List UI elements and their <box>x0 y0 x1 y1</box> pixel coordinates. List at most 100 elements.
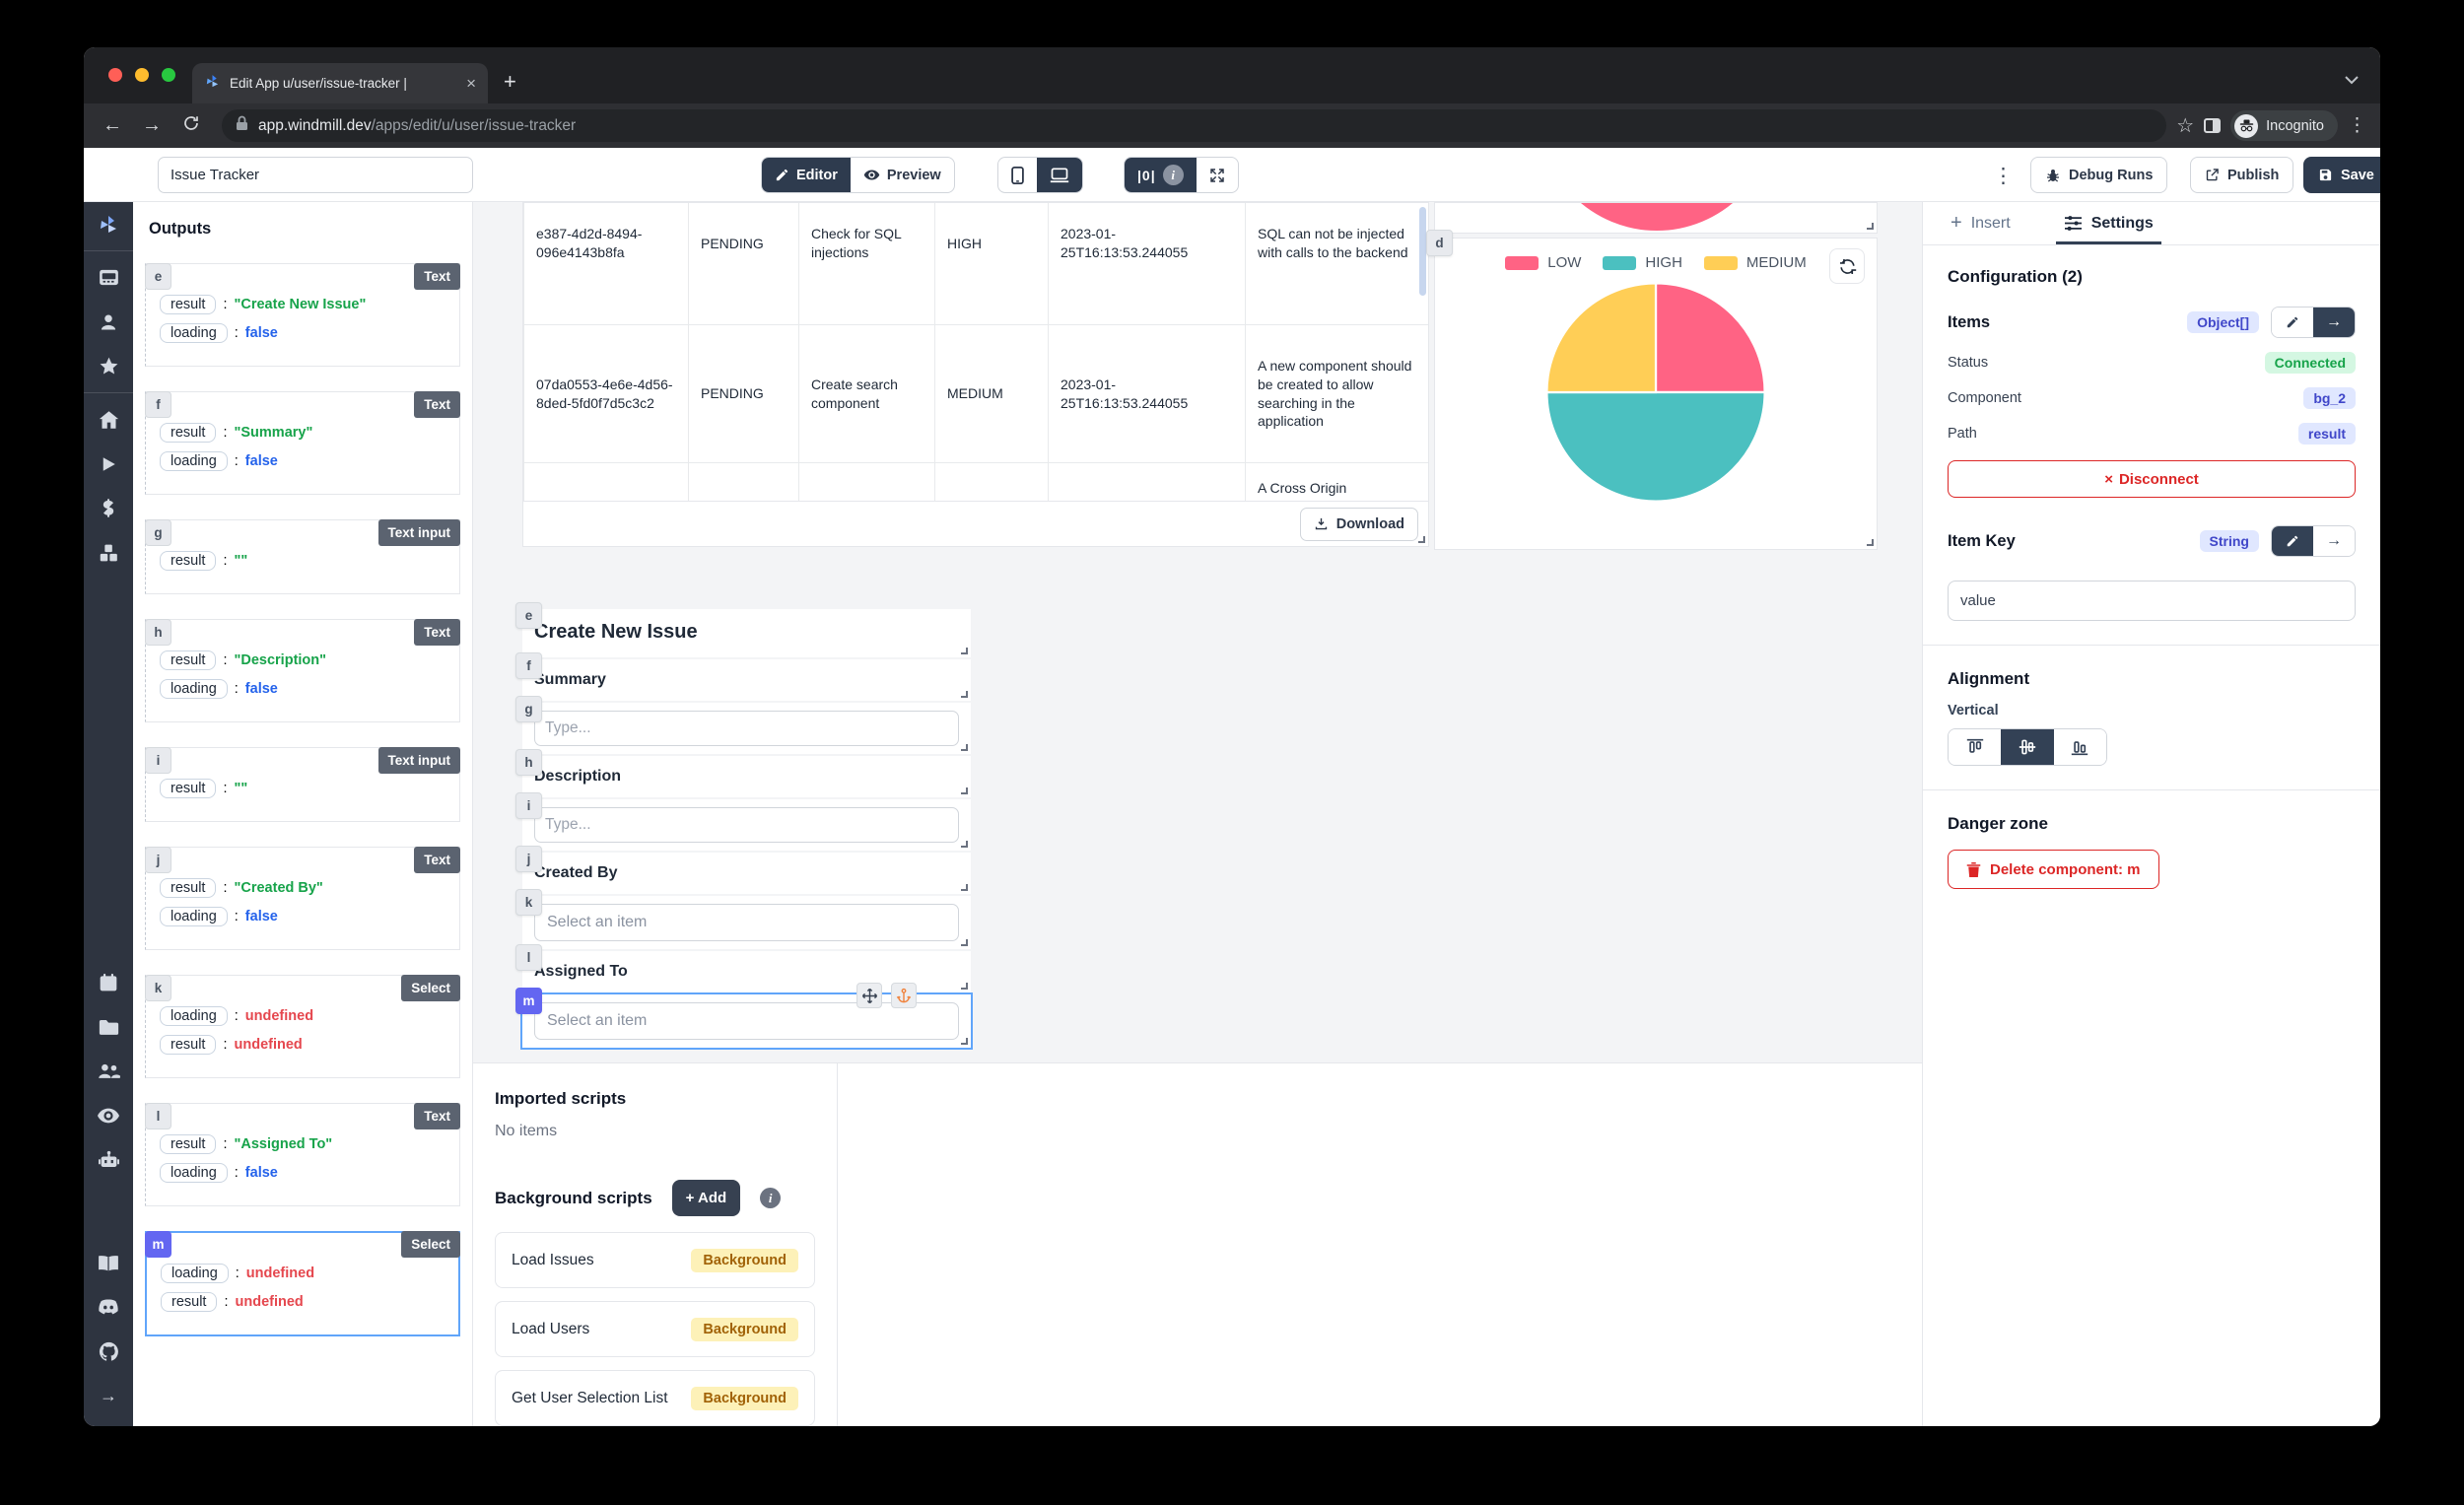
address-bar[interactable]: app.windmill.dev/apps/edit/u/user/issue-… <box>222 109 2167 142</box>
groups-users-icon[interactable] <box>84 1049 133 1093</box>
output-key[interactable]: loading <box>160 451 228 471</box>
resize-handle[interactable] <box>961 983 968 990</box>
resize-handle[interactable] <box>1867 223 1874 230</box>
output-key[interactable]: loading <box>160 679 228 699</box>
resize-handle[interactable] <box>961 787 968 794</box>
summary-label-component[interactable]: f Summary <box>515 652 971 701</box>
output-key[interactable]: loading <box>160 1006 228 1026</box>
debug-runs-button[interactable]: Debug Runs <box>2030 157 2168 193</box>
connect-arrow-button[interactable]: → <box>2313 308 2355 337</box>
script-row[interactable]: Get User Selection List Background <box>495 1370 815 1426</box>
windmill-logo[interactable] <box>84 202 133 246</box>
output-key[interactable]: result <box>160 779 217 798</box>
reload-icon[interactable] <box>176 114 206 138</box>
script-row[interactable]: Load Users Background <box>495 1301 815 1357</box>
browser-tab[interactable]: Edit App u/user/issue-tracker | × <box>192 63 488 103</box>
resize-handle[interactable] <box>961 691 968 698</box>
editor-tab[interactable]: Editor <box>762 158 851 192</box>
publish-button[interactable]: Publish <box>2190 157 2294 193</box>
output-card-l[interactable]: l Text result : "Assigned To" loading : … <box>145 1103 460 1206</box>
resize-handle[interactable] <box>961 648 968 654</box>
static-edit-button[interactable] <box>2272 526 2313 556</box>
output-key[interactable]: result <box>160 1134 217 1154</box>
resources-cubes-icon[interactable] <box>84 530 133 575</box>
legend-item[interactable]: LOW <box>1505 254 1581 271</box>
variables-dollar-icon[interactable] <box>84 486 133 530</box>
description-input-component[interactable]: i <box>515 792 971 851</box>
assigned-to-select[interactable]: Select an item <box>534 1002 959 1040</box>
folders-icon[interactable] <box>84 1004 133 1049</box>
created-by-label-component[interactable]: j Created By <box>515 846 971 894</box>
github-icon[interactable] <box>84 1330 133 1374</box>
new-tab-icon[interactable]: + <box>504 69 516 94</box>
output-card-j[interactable]: j Text result : "Created By" loading : f… <box>145 847 460 950</box>
refresh-icon[interactable] <box>1829 248 1865 284</box>
resize-handle[interactable] <box>961 841 968 848</box>
connect-arrow-button[interactable]: → <box>2313 526 2355 556</box>
back-icon[interactable]: ← <box>103 114 122 136</box>
traffic-lights[interactable] <box>108 68 175 82</box>
resize-handle[interactable] <box>961 939 968 946</box>
summary-input-component[interactable]: g <box>515 696 971 754</box>
app-canvas[interactable]: e387-4d2d-8494-096e4143b8fa PENDING Chec… <box>473 202 1922 1062</box>
script-row[interactable]: Load Issues Background <box>495 1232 815 1288</box>
description-input[interactable] <box>534 807 959 843</box>
docs-book-icon[interactable] <box>84 1241 133 1285</box>
output-card-k[interactable]: k Select loading : undefined result : un… <box>145 975 460 1078</box>
description-label-component[interactable]: h Description <box>515 749 971 797</box>
tab-settings[interactable]: Settings <box>2055 202 2161 244</box>
bookmark-star-icon[interactable]: ☆ <box>2176 115 2195 137</box>
created-by-select-component[interactable]: k Select an item <box>515 889 971 949</box>
align-center-button[interactable] <box>2001 729 2054 765</box>
output-key[interactable]: result <box>160 878 217 898</box>
tab-close-icon[interactable]: × <box>466 74 476 93</box>
table-row[interactable]: e387-4d2d-8494-096e4143b8fa PENDING Chec… <box>523 203 1428 325</box>
output-key[interactable]: result <box>160 650 217 670</box>
output-card-f[interactable]: f Text result : "Summary" loading : fals… <box>145 391 460 495</box>
workers-robot-icon[interactable] <box>84 1137 133 1182</box>
app-title-input[interactable] <box>158 157 473 193</box>
user-icon[interactable] <box>84 300 133 344</box>
output-card-e[interactable]: e Text result : "Create New Issue" loadi… <box>145 263 460 367</box>
collapse-rail-icon[interactable]: → <box>100 1386 117 1405</box>
download-button[interactable]: Download <box>1299 507 1418 541</box>
star-icon[interactable] <box>84 344 133 388</box>
close-window-button[interactable] <box>108 68 122 82</box>
created-by-select[interactable]: Select an item <box>534 904 959 941</box>
mobile-view-button[interactable] <box>998 158 1037 192</box>
desktop-view-button[interactable] <box>1037 158 1082 192</box>
assigned-to-select-component-selected[interactable]: m Select an item <box>515 983 973 1050</box>
output-key[interactable]: result <box>160 423 217 443</box>
disconnect-button[interactable]: × Disconnect <box>1948 460 2356 498</box>
output-card-g[interactable]: g Text input result : "" <box>145 519 460 594</box>
fullscreen-button[interactable] <box>1197 158 1238 192</box>
output-card-m-selected[interactable]: m Select loading : undefined result : un… <box>145 1231 460 1336</box>
output-key[interactable]: result <box>161 1292 218 1312</box>
runs-play-icon[interactable] <box>84 442 133 486</box>
output-key[interactable]: result <box>160 1035 217 1055</box>
resize-handle[interactable] <box>1418 536 1425 543</box>
output-key[interactable]: result <box>160 551 217 571</box>
resize-handle[interactable] <box>961 884 968 891</box>
minimize-window-button[interactable] <box>135 68 149 82</box>
move-icon[interactable] <box>856 983 882 1008</box>
output-key[interactable]: loading <box>161 1264 229 1283</box>
legend-item[interactable]: MEDIUM <box>1703 254 1807 271</box>
align-bottom-button[interactable] <box>2053 729 2106 765</box>
chart-component-partial[interactable] <box>1434 202 1878 234</box>
discord-icon[interactable] <box>84 1285 133 1330</box>
audit-eye-icon[interactable] <box>84 1093 133 1137</box>
output-key[interactable]: loading <box>160 323 228 343</box>
legend-item[interactable]: HIGH <box>1603 254 1682 271</box>
preview-tab[interactable]: Preview <box>851 158 954 192</box>
browser-menu-icon[interactable]: ⋮ <box>2348 115 2366 136</box>
apps-icon[interactable] <box>84 255 133 300</box>
table-component[interactable]: e387-4d2d-8494-096e4143b8fa PENDING Chec… <box>522 202 1429 547</box>
output-key[interactable]: loading <box>160 907 228 926</box>
output-card-i[interactable]: i Text input result : "" <box>145 747 460 822</box>
pie-chart-component[interactable]: d LOW HIGH MEDIUM <box>1426 230 1878 550</box>
delete-component-button[interactable]: Delete component: m <box>1948 850 2159 889</box>
table-scrollbar[interactable] <box>1419 207 1426 296</box>
resize-handle[interactable] <box>961 1038 968 1045</box>
static-edit-button[interactable] <box>2272 308 2313 337</box>
